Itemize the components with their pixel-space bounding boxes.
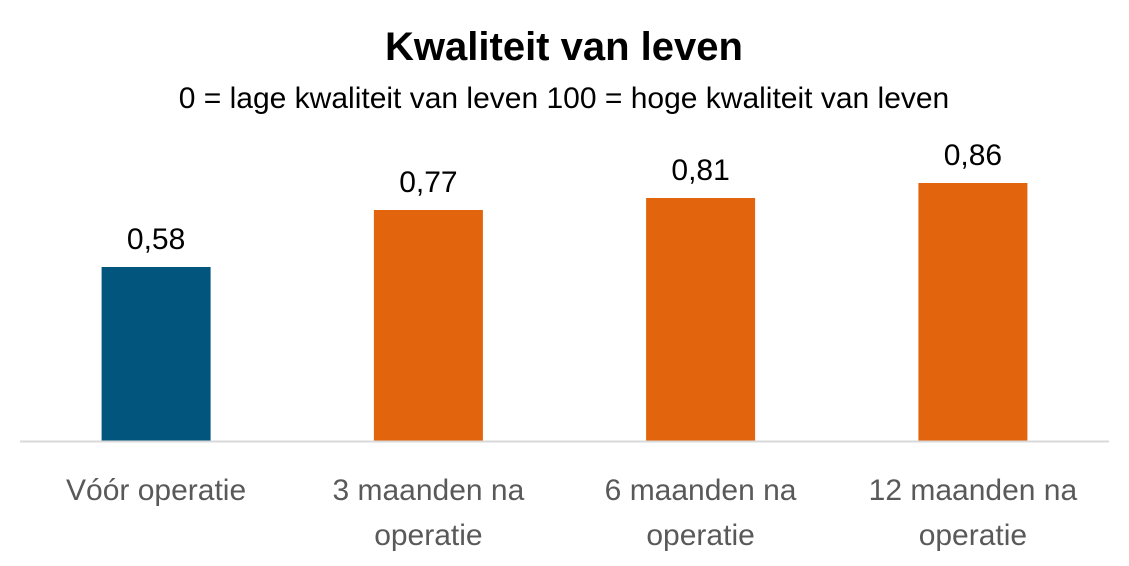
data-label-1: 0,58 [127,223,185,256]
data-label-2: 0,77 [399,166,457,199]
bar-2 [373,210,483,441]
category-label-line: 3 maanden na [332,474,524,507]
bar-group: 0,58 0,77 0,81 0,86 [101,139,1028,441]
bar-1 [101,267,211,441]
category-label-4: 12 maanden na operatie [869,474,1078,552]
category-label-line: operatie [374,519,482,552]
category-label-line: Vóór operatie [66,474,246,507]
category-label-2: 3 maanden na operatie [332,474,524,552]
category-label-line: 6 maanden na [605,474,797,507]
bar-3 [646,198,756,441]
category-label-1: Vóór operatie [66,474,246,507]
data-label-3: 0,81 [671,154,729,187]
chart-subtitle: 0 = lage kwaliteit van leven 100 = hoge … [179,82,950,115]
chart-title: Kwaliteit van leven [385,25,743,69]
data-label-4: 0,86 [944,139,1002,172]
category-label-line: 12 maanden na [869,474,1078,507]
bar-4 [918,183,1028,441]
category-label-line: operatie [646,519,754,552]
category-label-line: operatie [919,519,1027,552]
category-label-3: 6 maanden na operatie [605,474,797,552]
